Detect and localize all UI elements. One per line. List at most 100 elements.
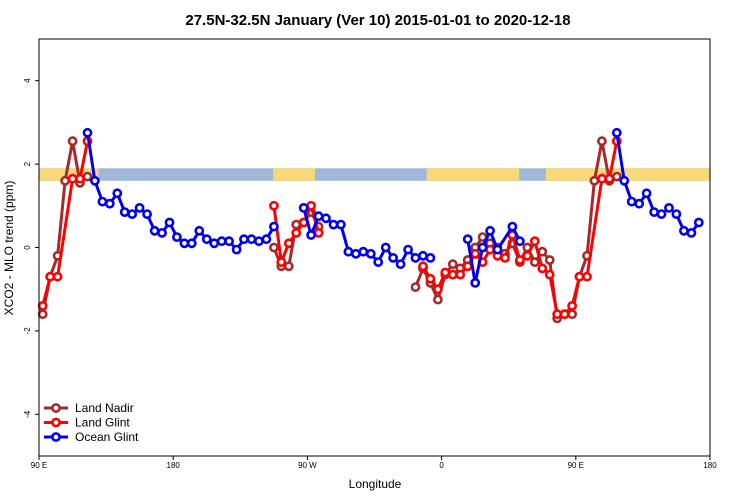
data-point (425, 273, 436, 284)
data-point (462, 261, 473, 272)
data-point (455, 269, 466, 280)
data-point (477, 242, 488, 253)
data-point (276, 257, 287, 267)
data-point (507, 221, 518, 232)
data-point (201, 234, 212, 245)
series-ocean-glint (82, 127, 704, 288)
x-tick-label: 0 (439, 461, 444, 470)
data-point (395, 259, 406, 270)
data-point (209, 238, 220, 249)
data-point (641, 188, 652, 199)
data-point (492, 244, 503, 255)
legend-marker (51, 403, 61, 413)
data-point (358, 246, 369, 257)
data-point (388, 252, 398, 263)
strip-land (545, 168, 710, 181)
data-point (268, 242, 279, 253)
data-point (470, 248, 481, 259)
plot-frame (38, 38, 711, 457)
data-point (522, 250, 533, 261)
data-point (343, 246, 354, 257)
data-point (410, 282, 421, 292)
series-line (414, 139, 618, 320)
data-point (634, 198, 645, 209)
data-point (544, 269, 555, 280)
data-point (686, 227, 697, 238)
data-point (75, 173, 85, 184)
data-point (365, 248, 376, 259)
strip-ocean (39, 168, 710, 181)
data-point (60, 175, 70, 186)
legend-marker (51, 417, 61, 428)
data-point (619, 175, 630, 186)
data-point (500, 252, 510, 263)
x-tick-label: 90 W (298, 461, 317, 470)
data-point (231, 244, 242, 255)
data-point (432, 294, 443, 305)
data-point (283, 238, 294, 249)
x-axis-label: Longitude (349, 477, 402, 491)
legend-label: Land Glint (75, 416, 130, 430)
data-point (127, 209, 138, 219)
land-ocean-strip (39, 168, 710, 181)
data-point (171, 232, 182, 242)
data-point (283, 261, 294, 272)
legend-label: Land Nadir (75, 401, 134, 415)
series-line (615, 132, 701, 235)
data-point (567, 309, 577, 320)
data-point (432, 284, 443, 295)
data-point (597, 173, 607, 184)
data-point (52, 271, 63, 282)
data-point (693, 217, 704, 228)
x-axis: 90 E 180 90 W 0 90 E 180 (31, 456, 717, 470)
data-point (462, 234, 473, 245)
data-point (37, 309, 48, 320)
data-point (537, 263, 548, 274)
data-point (410, 252, 421, 263)
data-point (37, 300, 48, 311)
legend-label: Ocean Glint (75, 430, 139, 444)
x-tick-label: 90 E (31, 461, 47, 470)
data-point (186, 238, 197, 249)
data-point (626, 196, 637, 207)
data-point (418, 261, 428, 272)
data-point (67, 136, 78, 147)
data-point (582, 271, 592, 282)
data-point (104, 198, 115, 209)
data-point (291, 227, 302, 238)
y-tick-label: -2 (23, 327, 32, 335)
data-point (119, 207, 130, 217)
data-point (425, 252, 436, 263)
data-point (373, 257, 384, 267)
data-point (142, 209, 152, 219)
y-tick-label: -4 (23, 410, 32, 418)
data-point (515, 236, 525, 247)
y-tick-label: 0 (23, 245, 32, 250)
data-point (335, 219, 346, 230)
data-point (403, 244, 413, 255)
data-point (313, 227, 324, 238)
data-point (82, 127, 93, 138)
y-tick-label: 2 (23, 161, 32, 166)
data-point (604, 173, 615, 184)
data-point (261, 234, 272, 245)
x-tick-label: 180 (167, 461, 181, 470)
data-point (679, 225, 689, 236)
data-point (82, 171, 93, 182)
data-point (664, 202, 674, 213)
series-layer (37, 127, 704, 324)
data-point (321, 213, 331, 224)
data-point (574, 271, 585, 282)
data-point (164, 217, 175, 228)
y-axis-label: XCO2 - MLO trend (ppm) (2, 181, 16, 316)
data-point (90, 175, 100, 186)
data-point (380, 242, 391, 253)
y-axis: -4 -2 0 2 4 (23, 78, 39, 418)
data-point (306, 230, 316, 240)
data-point (224, 236, 234, 247)
data-point (529, 236, 540, 247)
data-point (440, 267, 451, 278)
data-point (253, 236, 264, 247)
data-point (567, 300, 577, 311)
